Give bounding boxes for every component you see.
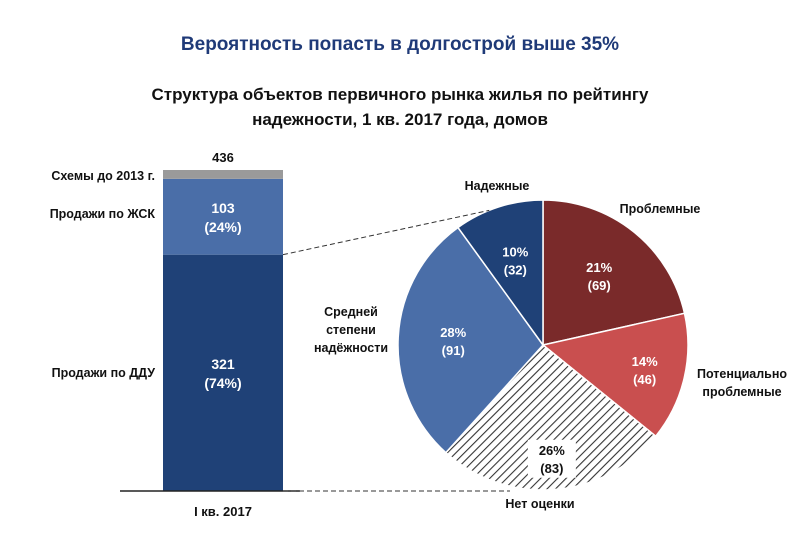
pie-category-label-problematic: Проблемные <box>620 202 701 216</box>
x-tick-label: I кв. 2017 <box>194 504 252 519</box>
pie-slice-potentially-problematic <box>541 312 689 438</box>
pie-category-label-no-rating: Нет оценки <box>505 497 574 511</box>
bar-pct-label-zhsk: (24%) <box>204 219 241 235</box>
pie-category-label-potentially-problematic-1: Потенциально <box>697 367 787 381</box>
bar-segment-schemes <box>163 170 283 179</box>
pie-category-label-medium-3: надёжности <box>314 341 388 355</box>
bar-value-label-zhsk: 103 <box>211 200 235 216</box>
pie-slice-medium <box>397 226 544 454</box>
pie-pct-label-no-rating: 26% <box>539 443 565 458</box>
pie-category-label-reliable: Надежные <box>465 179 530 193</box>
pie-pct-label-medium: 28% <box>440 325 466 340</box>
pie-pct-label-reliable: 10% <box>502 244 528 259</box>
bar-segment-ddu <box>163 254 283 491</box>
bar-pct-label-ddu: (74%) <box>204 375 241 391</box>
series-label-ddu: Продажи по ДДУ <box>52 366 156 380</box>
bar-value-label-ddu: 321 <box>211 356 235 372</box>
pie-pct-label-problematic: 21% <box>586 260 612 275</box>
series-label-schemes: Схемы до 2013 г. <box>51 169 155 183</box>
pie-category-label-potentially-problematic-2: проблемные <box>702 385 781 399</box>
pie-count-label-problematic: (69) <box>588 278 611 293</box>
chart-title-line-1: Структура объектов первичного рынка жиль… <box>151 85 649 104</box>
connector-top <box>282 209 490 256</box>
pie-label-backdrop-no-rating <box>527 439 576 478</box>
pie-count-label-no-rating: (83) <box>540 461 563 476</box>
page-headline: Вероятность попасть в долгострой выше 35… <box>180 34 620 55</box>
bar-total-label: 436 <box>212 150 234 165</box>
pie-slice-problematic <box>542 199 686 346</box>
bar-segment-zhsk <box>163 178 283 255</box>
pie-pct-label-potentially-problematic: 14% <box>632 354 658 369</box>
pie-count-label-medium: (91) <box>442 343 465 358</box>
pie-slice-reliable <box>456 199 544 348</box>
pie-count-label-reliable: (32) <box>504 262 527 277</box>
pie-count-label-potentially-problematic: (46) <box>633 372 656 387</box>
chart-title: Структура объектов первичного рынка жиль… <box>100 82 700 132</box>
series-label-zhsk: Продажи по ЖСК <box>50 207 156 221</box>
stacked-bar-chart: 321 (74%) 103 (24%) 436 I кв. 2017 Продажи по … <box>50 150 300 519</box>
pie-category-label-medium-1: Средней <box>324 305 378 319</box>
pie-slice-no-rating <box>444 343 657 491</box>
pie-chart: 21% (69) 14% (46) 26% (83) 28% (91) 10% (32) Пробл… <box>282 179 787 511</box>
chart-title-line-2: надежности, 1 кв. 2017 года, домов <box>252 110 548 129</box>
pie-category-label-medium-2: степени <box>326 323 376 337</box>
